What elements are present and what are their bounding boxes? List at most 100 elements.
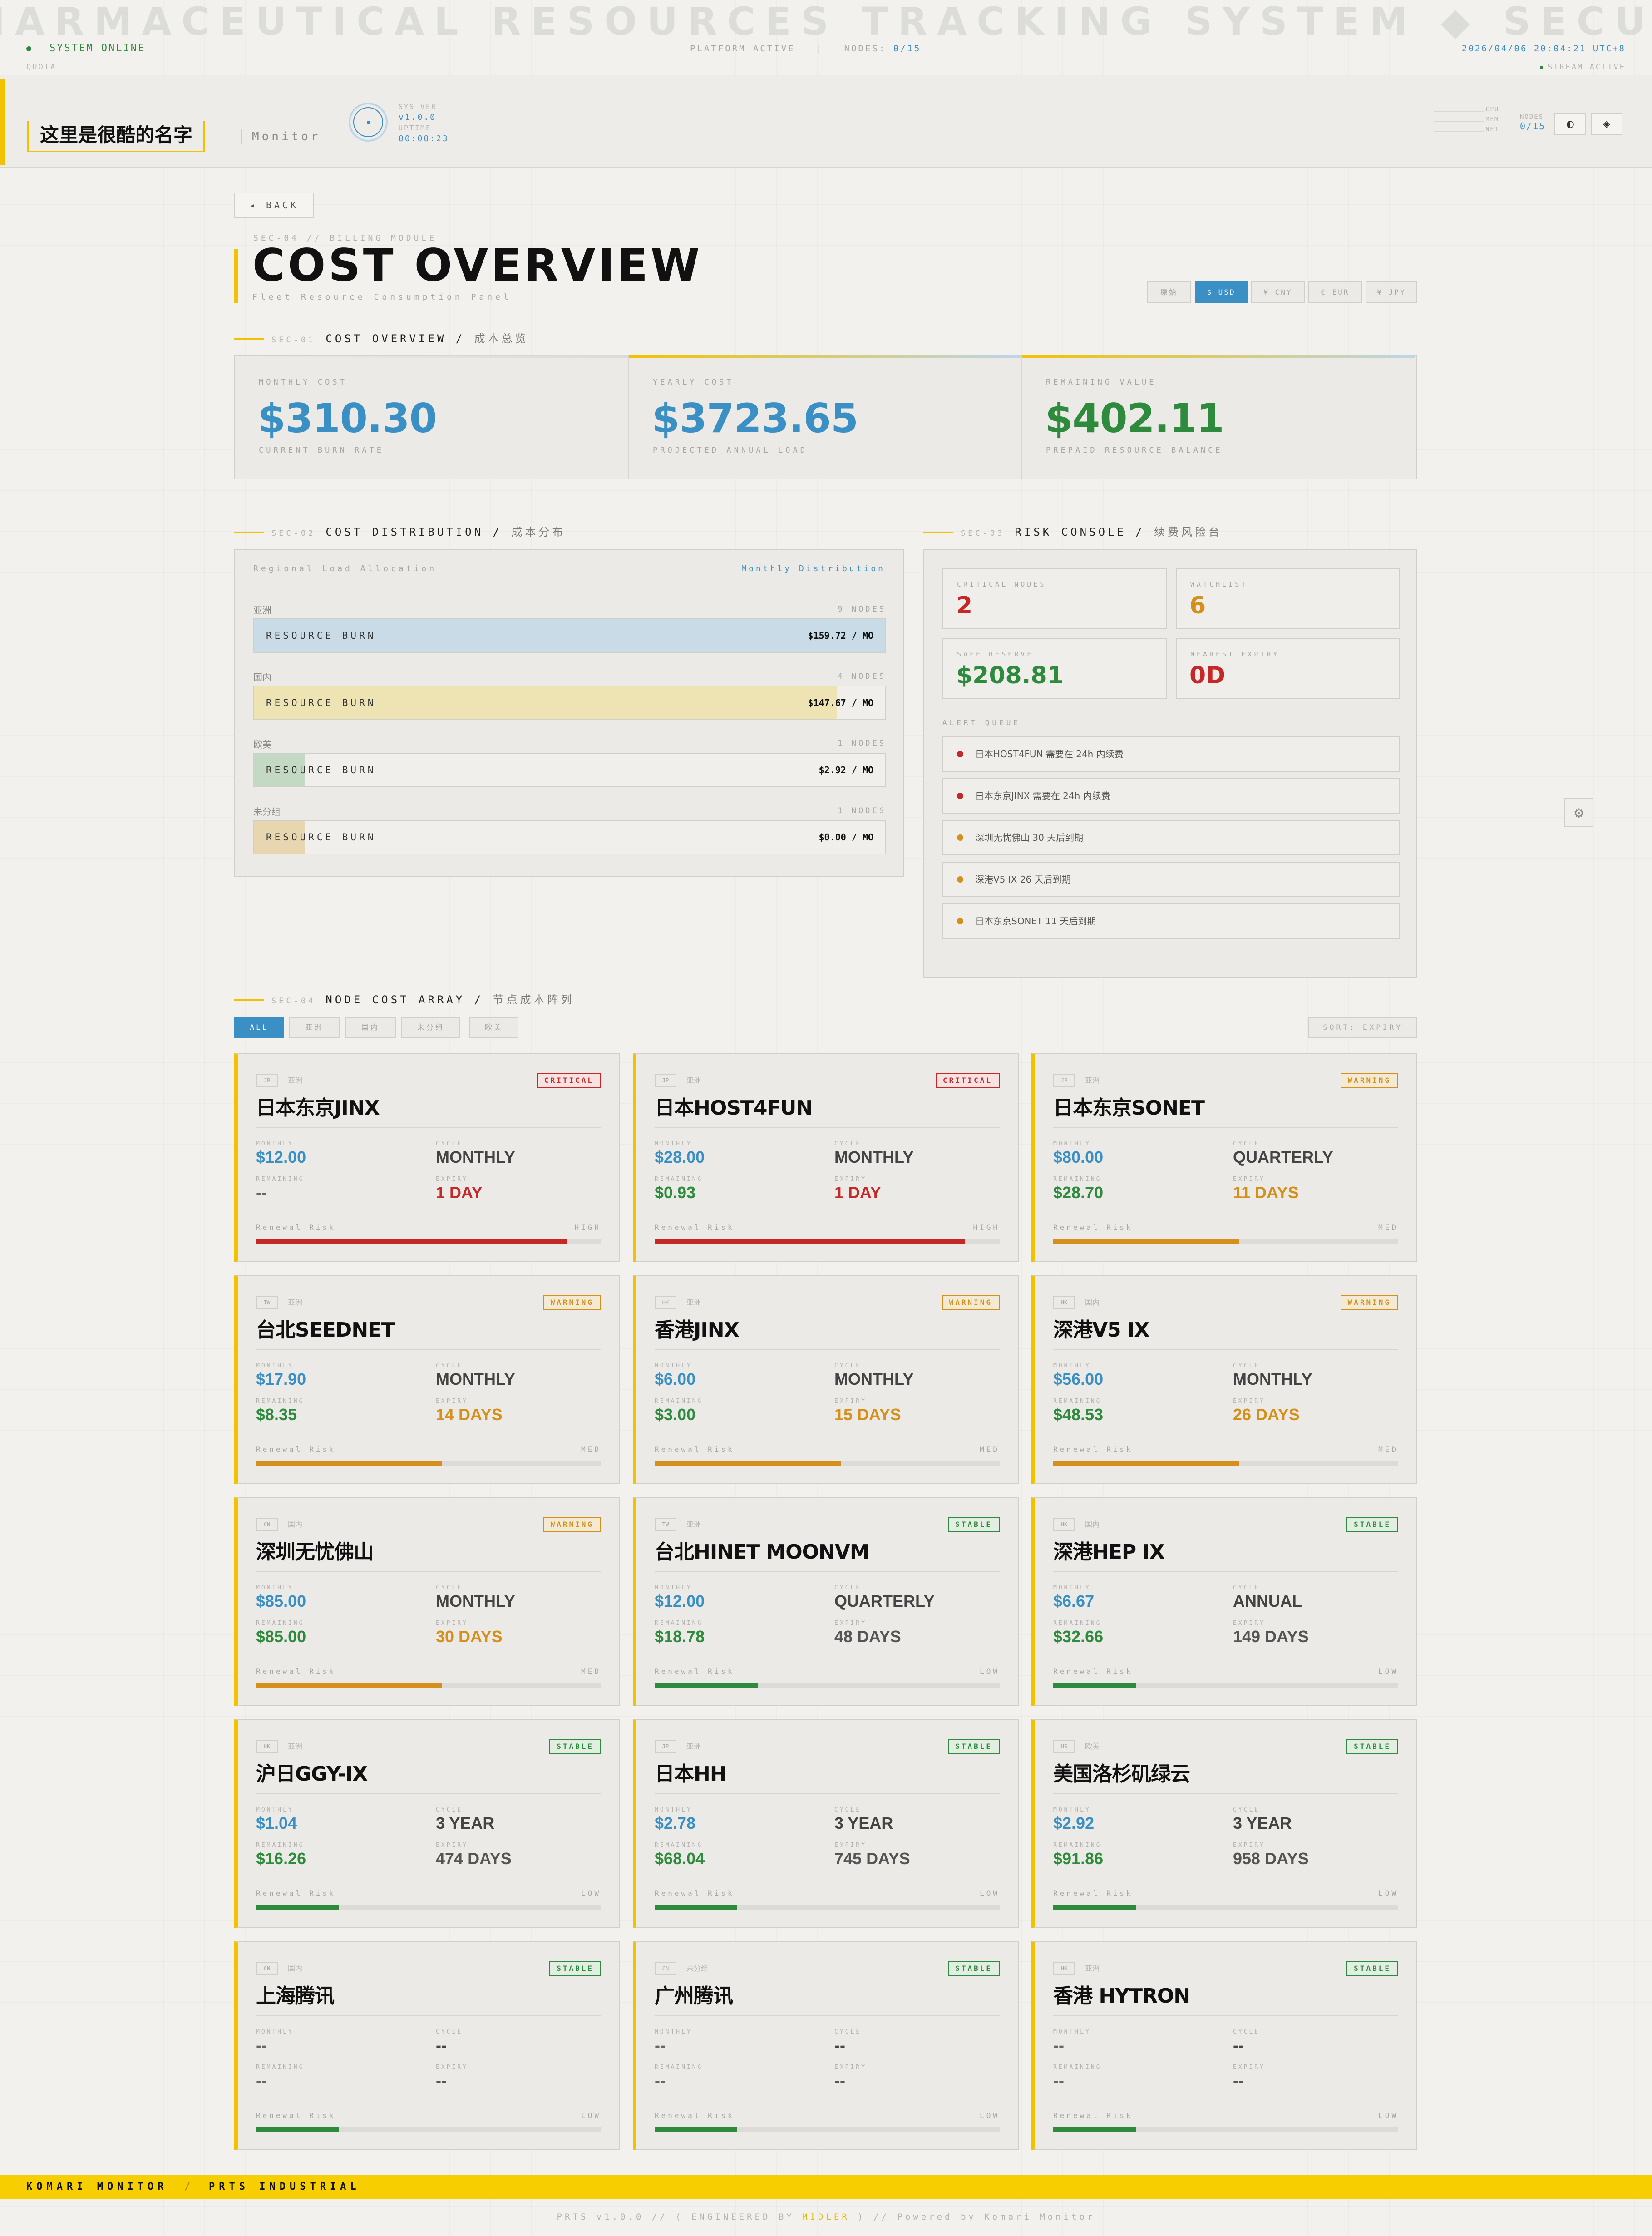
expiry-value: 1 DAY [834,1183,881,1202]
expiry-value: 11 DAYS [1233,1183,1299,1202]
region-node-count: 1 NODES [838,739,886,748]
platform-status: PLATFORM ACTIVE | NODES: 0/15 [690,44,922,54]
node-card[interactable]: US 欧美 STABLE 美国洛杉矶绿云 MONTHLY $2.92 CYCLE 3 YEAR… [1031,1719,1417,1928]
page-title: COST OVERVIEW [252,240,703,291]
renewal-risk-label: Renewal Risk [655,1889,735,1898]
distribution-bar-value: $147.67 / MO [808,697,874,708]
monthly-cost: $28.00 [655,1148,705,1166]
node-region: 亚洲 [686,1742,701,1751]
floating-settings-button[interactable]: ⚙ [1564,798,1593,827]
alert-item[interactable]: 日本东京JINX 需要在 24h 内续费 [942,778,1400,814]
cost-stats-panel: MONTHLY COST $310.30 CURRENT BURN RATE Y… [234,355,1417,479]
monthly-cost: $17.90 [256,1370,306,1388]
status-badge: STABLE [1346,1517,1398,1532]
monthly-label: MONTHLY [256,1584,294,1591]
alert-item[interactable]: 深圳无忧佛山 30 天后到期 [942,820,1400,855]
node-card[interactable]: CN 国内 STABLE 上海腾讯 MONTHLY -- CYCLE -- REMAINING -… [234,1941,620,2150]
distribution-bar: RESOURCE BURN $0.00 / MO [253,820,886,854]
stat-monthly-cost: MONTHLY COST $310.30 CURRENT BURN RATE [235,355,628,479]
node-card[interactable]: HK 亚洲 WARNING 香港JINX MONTHLY $6.00 CYCLE MONTHL… [633,1275,1019,1484]
country-code: CN [655,1962,676,1975]
billing-cycle: QUARTERLY [1233,1148,1333,1166]
cycle-label: CYCLE [436,1140,463,1147]
filter-asia[interactable]: 亚洲 [289,1017,340,1038]
distribution-bar: RESOURCE BURN $2.92 / MO [253,753,886,787]
status-badge: STABLE [948,1739,1000,1754]
cycle-label: CYCLE [1233,1362,1260,1369]
remaining-label: REMAINING [655,1176,703,1183]
contrast-icon: ◐ [1567,117,1574,131]
expiry-label: EXPIRY [436,1176,468,1183]
site-name[interactable]: 这里是很酷的名字 [27,121,206,152]
monthly-cost: $85.00 [256,1592,306,1610]
node-card[interactable]: HK 亚洲 STABLE 香港 HYTRON MONTHLY -- CYCLE -- REMAI… [1031,1941,1417,2150]
expiry-label: EXPIRY [834,1176,867,1183]
app-header: 这里是很酷的名字 Monitor SYS VER v1.0.0 UPTIME 0… [0,75,1652,168]
alert-item[interactable]: 日本HOST4FUN 需要在 24h 内续费 [942,736,1400,772]
expiry-value: 15 DAYS [834,1405,901,1424]
gear-icon: ⚙ [1574,804,1584,822]
node-card[interactable]: TW 亚洲 WARNING 台北SEEDNET MONTHLY $17.90 CYCLE MO… [234,1275,620,1484]
header-accent [0,79,5,165]
renewal-risk-level: MED [581,1445,601,1454]
monthly-label: MONTHLY [1053,1140,1091,1147]
country-code: TW [256,1296,278,1309]
distribution-bar-label: RESOURCE BURN [266,832,376,843]
node-card[interactable]: HK 国内 WARNING 深港V5 IX MONTHLY $56.00 CYCLE MONT… [1031,1275,1417,1484]
monthly-cost: $56.00 [1053,1370,1104,1388]
node-card[interactable]: CN 国内 WARNING 深圳无忧佛山 MONTHLY $85.00 CYCLE MONTH… [234,1497,620,1706]
filter-euro-us[interactable]: 欧美 [469,1017,518,1038]
status-badge: WARNING [942,1295,1000,1310]
billing-cycle: -- [436,2036,447,2054]
currency-eur[interactable]: € EUR [1308,281,1362,303]
node-card[interactable]: HK 国内 STABLE 深港HEP IX MONTHLY $6.67 CYCLE ANNUA… [1031,1497,1417,1706]
billing-cycle: MONTHLY [436,1592,515,1610]
risk-bar-fill [256,1905,339,1910]
currency-jpy[interactable]: ¥ JPY [1366,281,1417,303]
sort-button[interactable]: SORT: EXPIRY [1308,1017,1417,1038]
renewal-risk-label: Renewal Risk [256,1667,336,1676]
cycle-label: CYCLE [834,1140,862,1147]
filter-ungrouped[interactable]: 未分组 [401,1017,460,1038]
billing-cycle: 3 YEAR [436,1814,495,1832]
node-region: 亚洲 [686,1520,701,1529]
currency-usd[interactable]: $ USD [1195,281,1248,303]
alert-item[interactable]: 日本东京SONET 11 天后到期 [942,903,1400,939]
footer-company: PRTS INDUSTRIAL [209,2181,360,2192]
alert-item[interactable]: 深港V5 IX 26 天后到期 [942,862,1400,897]
node-card[interactable]: TW 亚洲 STABLE 台北HINET MOONVM MONTHLY $12.00 CYC… [633,1497,1019,1706]
distribution-bar: RESOURCE BURN $159.72 / MO [253,618,886,653]
filter-domestic[interactable]: 国内 [345,1017,396,1038]
remaining-label: REMAINING [655,2064,703,2071]
diamond-icon: ◈ [1603,117,1610,131]
remaining-value: -- [655,2071,666,2090]
distribution-mode[interactable]: Monthly Distribution [741,564,885,573]
currency-original[interactable]: 原始 [1147,281,1191,303]
cycle-label: CYCLE [834,1807,862,1813]
expiry-label: EXPIRY [1233,1842,1265,1849]
monthly-label: MONTHLY [1053,1584,1091,1591]
node-name: 深港HEP IX [1053,1540,1165,1564]
risk-bar [256,1683,601,1688]
risk-bar-fill [655,2127,738,2132]
risk-bar [256,2127,601,2132]
region-node-count: 9 NODES [838,605,886,614]
remaining-value: $85.00 [256,1627,306,1646]
footer-brand: KOMARI MONITOR [26,2181,168,2192]
node-card[interactable]: JP 亚洲 CRITICAL 日本HOST4FUN MONTHLY $28.00 CYCLE… [633,1053,1019,1262]
node-card[interactable]: JP 亚洲 STABLE 日本HH MONTHLY $2.78 CYCLE 3 YEAR REM… [633,1719,1019,1928]
expiry-label: EXPIRY [1233,1398,1265,1405]
remaining-value: $32.66 [1053,1627,1104,1646]
filter-all[interactable]: ALL [234,1017,284,1038]
currency-cny[interactable]: ¥ CNY [1251,281,1305,303]
cycle-label: CYCLE [436,1584,463,1591]
node-card[interactable]: JP 亚洲 WARNING 日本东京SONET MONTHLY $80.00 CYCLE QU… [1031,1053,1417,1262]
node-card[interactable]: JP 亚洲 CRITICAL 日本东京JINX MONTHLY $12.00 CYCLE MO… [234,1053,620,1262]
node-card[interactable]: CN 未分组 STABLE 广州腾讯 MONTHLY -- CYCLE -- REMAINING… [633,1941,1019,2150]
header-settings-button[interactable]: ◈ [1591,113,1622,135]
remaining-label: REMAINING [256,1398,305,1405]
back-button[interactable]: ◂ BACK [234,193,314,218]
theme-toggle-button[interactable]: ◐ [1554,113,1586,135]
country-code: JP [655,1074,676,1087]
node-card[interactable]: HK 亚洲 STABLE 沪日GGY-IX MONTHLY $1.04 CYCLE 3 YEA… [234,1719,620,1928]
